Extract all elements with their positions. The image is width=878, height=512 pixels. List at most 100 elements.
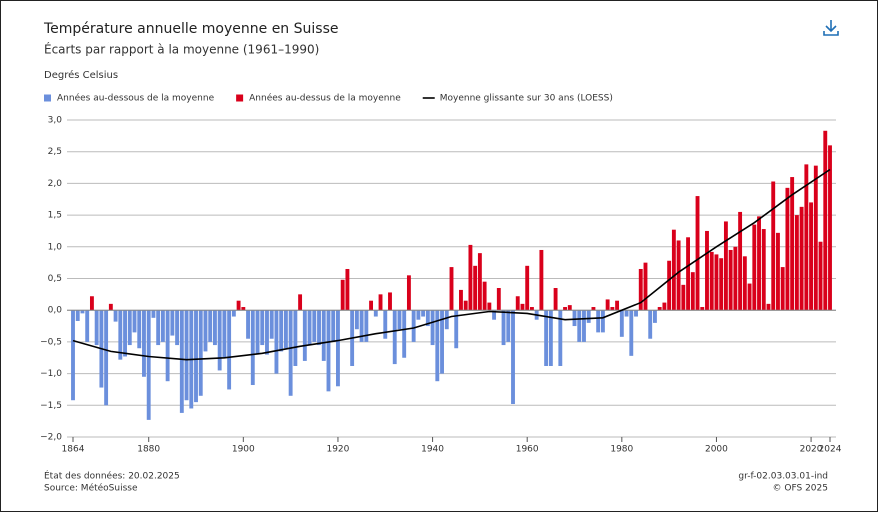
- bar: [520, 303, 525, 311]
- bar: [142, 310, 146, 377]
- bar: [695, 196, 700, 311]
- bar: [354, 310, 359, 330]
- bar: [477, 253, 482, 311]
- chart-title: Température annuelle moyenne en Suisse: [43, 21, 339, 37]
- bar: [222, 310, 227, 358]
- bar: [279, 310, 284, 352]
- y-tick-label: −0,5: [40, 337, 62, 347]
- bar: [813, 165, 818, 311]
- bar: [146, 310, 151, 420]
- y-tick-label: 2,5: [48, 147, 62, 157]
- legend-label: Années au-dessous de la moyenne: [57, 93, 215, 104]
- bar: [425, 310, 430, 327]
- bar: [317, 310, 321, 346]
- bar: [283, 310, 288, 349]
- bar: [681, 284, 686, 311]
- bar: [619, 310, 624, 337]
- bar: [482, 281, 487, 311]
- legend-label: Moyenne glissante sur 30 ans (LOESS): [440, 94, 613, 104]
- bar: [94, 310, 99, 346]
- bar: [246, 310, 250, 339]
- bar: [548, 310, 553, 366]
- bar: [761, 229, 766, 311]
- bar: [151, 310, 156, 318]
- bar: [785, 187, 790, 311]
- bar: [615, 300, 620, 311]
- chart-subtitle: Écarts par rapport à la moyenne (1961–19…: [44, 42, 319, 57]
- legend-label: Années au-dessus de la moyenne: [249, 93, 401, 104]
- bar: [260, 310, 265, 346]
- download-icon[interactable]: [823, 20, 839, 36]
- bar: [127, 310, 132, 346]
- bar: [638, 268, 643, 311]
- bar: [250, 310, 255, 386]
- bar: [378, 294, 383, 311]
- bar: [198, 310, 203, 396]
- bar: [671, 229, 676, 311]
- bar: [231, 310, 236, 317]
- x-tick-label: 1940: [421, 445, 444, 455]
- bar: [307, 310, 312, 346]
- bar: [402, 310, 407, 358]
- bar: [156, 310, 161, 346]
- bar: [643, 262, 648, 311]
- bar: [444, 310, 449, 330]
- bar: [799, 206, 804, 311]
- bar: [723, 221, 728, 311]
- x-tick-label: 1960: [516, 445, 539, 455]
- bar: [690, 272, 695, 311]
- bar: [553, 288, 558, 311]
- x-tick-label: 2024: [819, 445, 842, 455]
- bar: [241, 307, 246, 311]
- bar: [89, 296, 94, 311]
- bar: [175, 310, 180, 346]
- bar: [364, 310, 369, 342]
- bar: [421, 310, 426, 317]
- bar: [345, 268, 350, 311]
- bar: [255, 310, 260, 355]
- bar: [657, 307, 662, 311]
- bar: [823, 130, 828, 311]
- y-tick-label: −1,0: [40, 369, 62, 379]
- bar: [714, 254, 719, 311]
- bar: [212, 310, 217, 346]
- bar: [804, 164, 809, 311]
- trend-line: [72, 168, 831, 361]
- bar: [596, 310, 601, 333]
- y-tick-label: 3,0: [48, 116, 63, 126]
- bar: [719, 258, 724, 311]
- bar: [80, 310, 85, 314]
- bar: [653, 310, 657, 323]
- bar: [511, 310, 515, 405]
- bar: [600, 310, 605, 333]
- bar: [709, 251, 714, 311]
- bar: [529, 307, 534, 311]
- bar: [667, 260, 672, 311]
- bar: [776, 232, 780, 311]
- bar: [312, 310, 317, 342]
- bar: [809, 202, 814, 311]
- bar: [468, 244, 473, 311]
- bar: [586, 310, 591, 323]
- y-tick-label: 2,0: [48, 179, 63, 189]
- bar: [336, 310, 340, 387]
- bar: [137, 310, 142, 349]
- bar: [435, 310, 440, 382]
- bar: [170, 310, 175, 336]
- bar: [340, 279, 345, 311]
- bar: [676, 240, 681, 311]
- bar: [392, 310, 397, 365]
- x-tick-label: 1920: [326, 445, 349, 455]
- bar: [506, 310, 511, 342]
- bar: [624, 310, 629, 317]
- bar: [288, 310, 293, 396]
- download-button[interactable]: [823, 20, 839, 36]
- bar: [113, 310, 118, 322]
- bar: [208, 310, 213, 342]
- bar: [558, 310, 563, 366]
- bar: [686, 237, 691, 311]
- bar: [416, 310, 421, 320]
- bar: [326, 310, 331, 392]
- bar: [123, 310, 127, 357]
